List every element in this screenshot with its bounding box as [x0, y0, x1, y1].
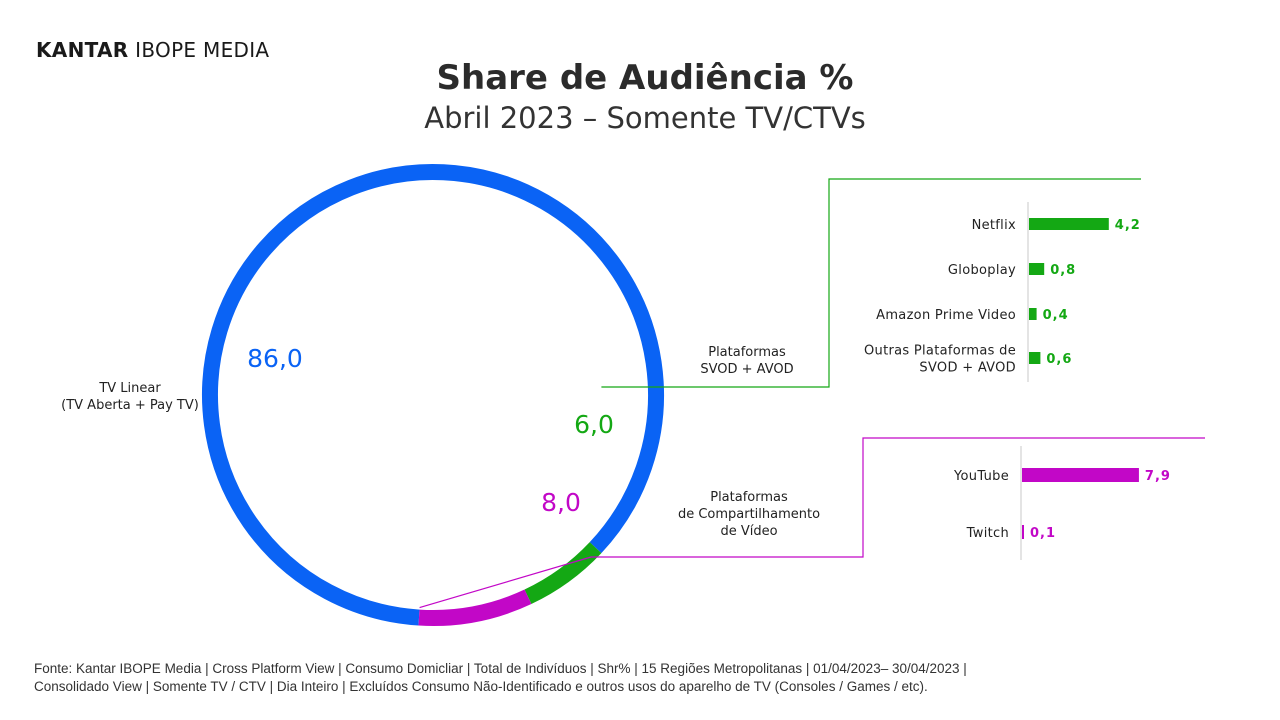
bar-amazon-prime-video — [1029, 308, 1037, 320]
bar-category-label: Netflix — [972, 218, 1016, 233]
slice-category-label: Plataformas — [710, 490, 788, 505]
bar-category-label: Amazon Prime Video — [876, 308, 1016, 323]
svod-callout-line — [601, 178, 1141, 388]
bar-category-label: SVOD + AVOD — [919, 361, 1016, 376]
bar-value-label: 0,1 — [1030, 526, 1056, 541]
bar-twitch — [1022, 525, 1024, 539]
slice-category-label: de Compartilhamento — [678, 507, 820, 522]
slice-value-label: 8,0 — [541, 488, 581, 517]
slice-value-label: 86,0 — [247, 344, 303, 373]
bar-value-label: 4,2 — [1115, 218, 1141, 233]
bar-value-label: 0,4 — [1043, 308, 1069, 323]
footnote-line-2: Consolidado View | Somente TV / CTV | Di… — [34, 679, 928, 694]
bar-category-label: Outras Plataformas de — [864, 344, 1016, 359]
slice-category-label: Plataformas — [708, 345, 786, 360]
bar-value-label: 7,9 — [1145, 469, 1171, 484]
logo-rest: IBOPE MEDIA — [135, 38, 270, 62]
donut-slice-plataformas-1 — [524, 542, 602, 605]
footnote-line-1: Fonte: Kantar IBOPE Media | Cross Platfo… — [34, 661, 967, 676]
bar-value-label: 0,6 — [1046, 352, 1072, 367]
slice-category-label: de Vídeo — [720, 524, 777, 539]
slice-category-label: TV Linear — [98, 381, 161, 396]
chart-subtitle: Abril 2023 – Somente TV/CTVs — [424, 101, 866, 135]
bar-category-label: Globoplay — [948, 263, 1016, 278]
bar-category-label: Twitch — [966, 526, 1009, 541]
share-chart: 86,0 6,0 8,0 TV Linear (TV Aberta + Pay TV) P… — [61, 164, 1205, 626]
logo-brand: KANTAR — [36, 38, 129, 62]
source-footnote: Fonte: Kantar IBOPE Media | Cross Platfo… — [34, 660, 1254, 696]
bar-youtube — [1022, 468, 1139, 482]
kantar-logo: KANTAR IBOPE MEDIA — [36, 38, 269, 62]
bar-outras-plataformas-de-svod-avod — [1029, 352, 1041, 364]
bar-netflix — [1029, 218, 1109, 230]
donut-slice-plataformas-2 — [418, 589, 532, 626]
donut-slice-tv-linear-0 — [202, 164, 664, 626]
video-callout-line — [419, 437, 1205, 609]
chart-title: Share de Audiência % — [436, 58, 854, 98]
slice-category-label: (TV Aberta + Pay TV) — [61, 398, 199, 413]
bar-value-label: 0,8 — [1050, 263, 1076, 278]
slice-value-label: 6,0 — [574, 410, 614, 439]
bar-globoplay — [1029, 263, 1045, 275]
bar-category-label: YouTube — [953, 469, 1009, 484]
slice-category-label: SVOD + AVOD — [700, 362, 793, 377]
